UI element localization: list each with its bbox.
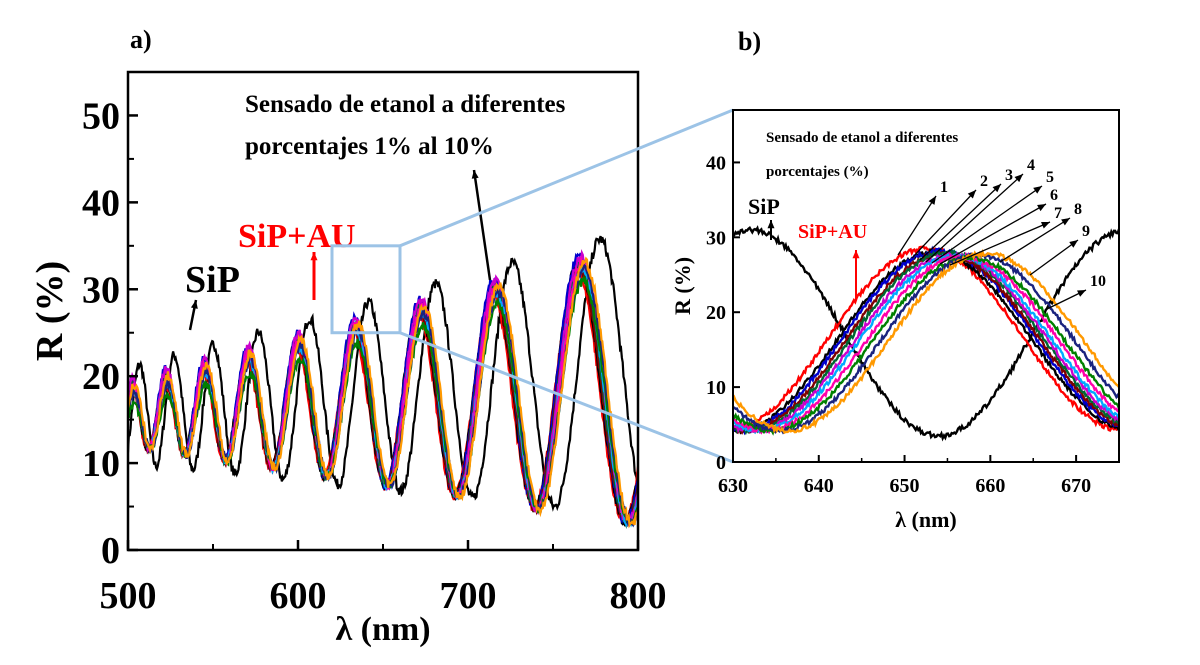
panel-a-label: a)	[130, 25, 152, 54]
panel-b-curve-label-arrow	[949, 221, 1051, 266]
panel-b-curves	[733, 225, 1119, 442]
panel-b-curve-label: 5	[1046, 169, 1054, 186]
panel-b-ytick-label: 0	[716, 452, 726, 474]
panel-a-ytick-label: 50	[82, 95, 120, 137]
panel-b-curve-label-arrow-head	[1041, 222, 1050, 229]
panel-b-curve-label-arrow-head	[1061, 218, 1070, 226]
panel-b-sipau-label: SiP+AU	[798, 221, 867, 243]
panel-b-curve-label-arrow	[897, 195, 937, 256]
panel-b-curve-label-arrow-head	[967, 190, 976, 199]
panel-b-ytick-label: 10	[706, 377, 726, 399]
panel-a-annotation-line1: Sensado de etanol a diferentes	[245, 91, 566, 118]
panel-b-curve-label: 1	[940, 179, 948, 196]
panel-a-zoom-box	[330, 244, 402, 335]
panel-b-curve-label: 10	[1090, 273, 1106, 290]
panel-b-curve-label-arrow-head	[1014, 174, 1023, 183]
panel-b-curve-label: 4	[1027, 157, 1035, 174]
panel-a-curves	[128, 235, 638, 529]
panel-b-curve-label-arrow-head	[1077, 290, 1086, 297]
panel-a-sip-arrow-head	[190, 300, 198, 309]
panel-b-sensing-curve	[733, 253, 1119, 436]
panel-b-ytick-label: 40	[706, 152, 726, 174]
panel-b-curve-label-arrow-head	[1033, 186, 1042, 194]
panel-a-ytick-label: 10	[82, 443, 120, 485]
panel-a-sipau-label: SiP+AU	[238, 218, 356, 255]
panel-b-ytick-label: 20	[706, 302, 726, 324]
panel-b-frame	[732, 109, 1120, 463]
panel-b-curve-label-arrow	[911, 189, 977, 259]
panel-b-curve-label-arrow	[931, 185, 1043, 264]
panel-b-curve-label: 9	[1082, 223, 1090, 240]
panel-b-curve-label-arrow	[1029, 239, 1079, 276]
panel-a-annotation-arrow	[472, 169, 492, 281]
panel-a-annotation-line2: porcentajes 1% al 10%	[245, 133, 494, 160]
panel-a-ytick-label: 20	[82, 356, 120, 398]
panel-b-curve-label: 2	[980, 173, 988, 190]
panel-b-ylabel: R (%)	[670, 257, 695, 315]
panel-b-curve-label-arrow	[925, 173, 1024, 263]
panel-b-sip-label: SiP	[748, 194, 780, 219]
zoom-connectors	[399, 108, 734, 464]
panel-a-axes: 500 600 700 800 0 10 20 30 40 50	[82, 95, 667, 617]
panel-b-sensing-curve	[733, 251, 1119, 435]
panel-b-sensing-curve	[733, 244, 1119, 433]
panel-b-xlabel: λ (nm)	[895, 507, 957, 532]
panel-b-xtick-label: 640	[804, 475, 834, 497]
panel-a-ytick-label: 40	[82, 182, 120, 224]
panel-b-ytick-label: 30	[706, 227, 726, 249]
panel-b-xtick-label: 630	[718, 475, 748, 497]
panel-a-arrows	[188, 169, 492, 331]
panel-a-sip-label: SiP	[185, 259, 240, 301]
panel-b-curve-label-arrow	[999, 217, 1071, 263]
panel-a-annotation-arrow-head	[471, 170, 479, 179]
panel-a-ylabel: R (%)	[29, 261, 71, 361]
panel-b-curve-label-arrow	[939, 203, 1047, 265]
panel-b-curve-label: 8	[1074, 201, 1082, 218]
panel-b-sip-curve	[733, 225, 1119, 442]
panel-b-sensing-curve	[733, 248, 1119, 435]
zoom-connector-top	[399, 108, 734, 248]
panel-a-ytick-label: 0	[101, 530, 120, 572]
panel-a-sensing-curve	[128, 256, 638, 529]
panel-b-sensing-curve	[733, 247, 1119, 436]
panel-a-xlabel: λ (nm)	[335, 611, 430, 648]
panel-b-sensing-curve	[733, 252, 1119, 435]
panel-b-annotation-line2: porcentajes (%)	[766, 164, 869, 180]
panel-a-xtick-label: 500	[100, 575, 157, 617]
panel-b-curve-label-arrow-head	[1037, 204, 1046, 212]
panel-a-xtick-label: 600	[270, 575, 327, 617]
panel-b-curve-label-arrow-head	[928, 196, 936, 205]
panel-b-sipau-arrow-head	[852, 250, 860, 259]
panel-b-curve-label: 6	[1050, 187, 1058, 204]
zoom-connector-bottom	[399, 331, 734, 464]
panel-b-axes: 630 640 650 660 670 0 10 20 30 40	[706, 152, 1091, 497]
panel-a-ytick-label: 30	[82, 269, 120, 311]
panel-b-xtick-label: 650	[890, 475, 920, 497]
panel-a-xtick-label: 800	[610, 575, 667, 617]
panel-a-sip-curve	[128, 235, 638, 512]
panel-b: b) 630 640 650 660 670 0 10 20 30 40 λ (nm) R (%)…	[670, 27, 1120, 532]
panel-a-xtick-label: 700	[440, 575, 497, 617]
panel-b-annotation-line1: Sensado de etanol a diferentes	[766, 130, 958, 146]
panel-b-curve-label-arrow	[919, 183, 1002, 261]
panel-b-curve-label: 3	[1005, 167, 1013, 184]
panel-b-sip-arrow-head	[767, 220, 775, 229]
panel-b-xtick-label: 660	[975, 475, 1005, 497]
panel-b-curve-label-arrow-head	[992, 184, 1001, 193]
panel-b-curve-label: 7	[1054, 205, 1062, 222]
panel-a-sipau-arrow-head	[310, 252, 318, 261]
panel-b-label: b)	[738, 27, 761, 56]
panel-b-curve-label-arrow-head	[1069, 240, 1078, 248]
panel-b-xtick-label: 670	[1061, 475, 1091, 497]
